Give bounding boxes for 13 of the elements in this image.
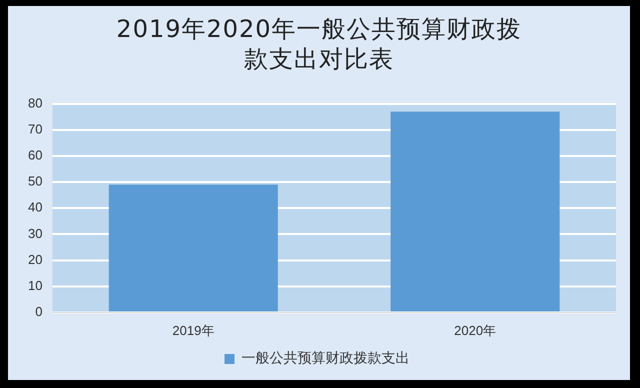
y-tick-label: 30 — [28, 226, 42, 241]
y-tick-label: 0 — [35, 304, 42, 319]
y-tick-label: 20 — [28, 252, 42, 267]
y-tick-label: 80 — [28, 95, 42, 110]
y-tick-label: 10 — [28, 278, 42, 293]
y-tick-label: 70 — [28, 121, 42, 136]
x-tick-label: 2019年 — [172, 322, 214, 338]
chart-title: 2019年2020年一般公共预算财政拨款支出对比表 — [115, 14, 523, 74]
y-tick-label: 40 — [28, 200, 42, 215]
y-tick-label: 50 — [28, 174, 42, 189]
legend-label: 一般公共预算财政拨款支出 — [242, 350, 410, 367]
x-tick-label: 2020年 — [454, 322, 496, 338]
y-tick-label: 60 — [28, 148, 42, 163]
